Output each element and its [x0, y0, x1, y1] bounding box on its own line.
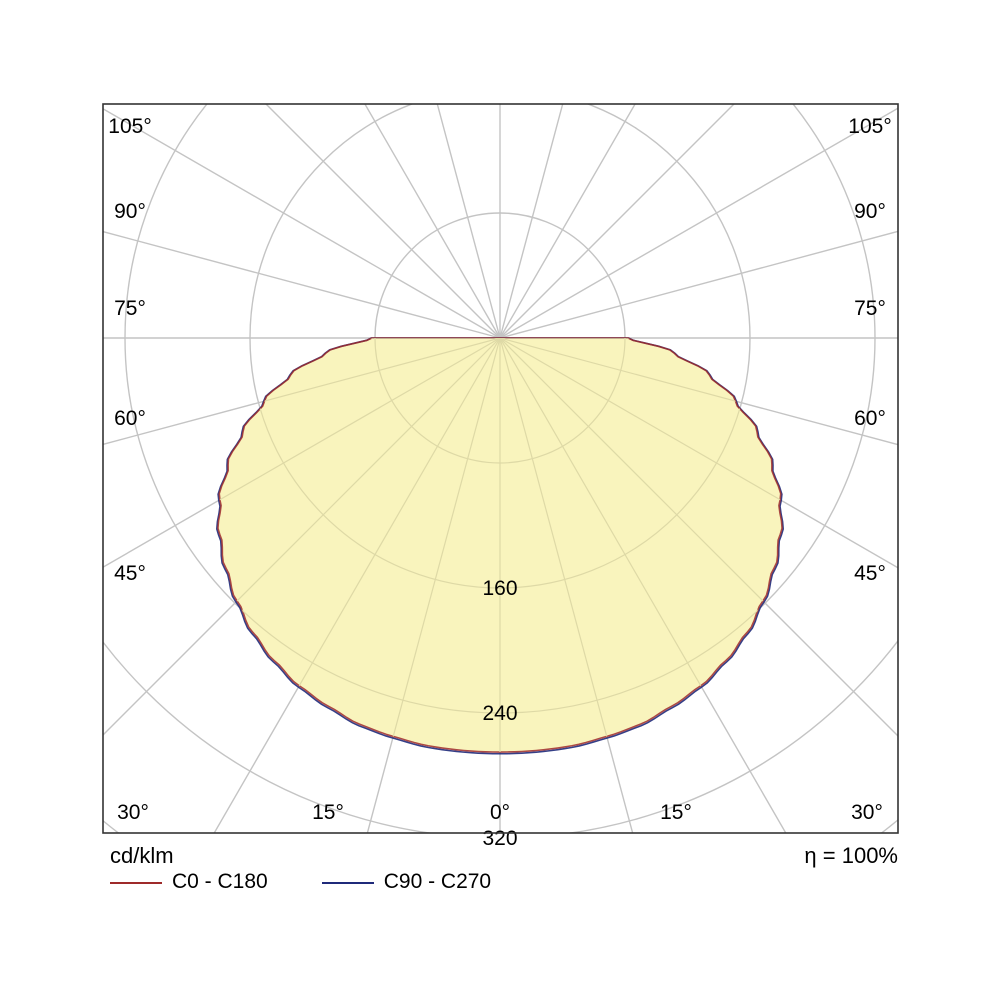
angle-label-right-45: 45° — [854, 562, 886, 585]
angle-label-right-90: 90° — [854, 200, 886, 223]
angle-label-right-30: 30° — [851, 801, 883, 824]
distribution-curves — [215, 337, 785, 755]
angle-label-right-15: 15° — [660, 801, 692, 824]
angle-label-left-60: 60° — [114, 407, 146, 430]
angle-label-center-0: 0° — [490, 801, 510, 824]
angle-label-right-75: 75° — [854, 297, 886, 320]
angle-label-left-75: 75° — [114, 297, 146, 320]
angle-label-right-60: 60° — [854, 407, 886, 430]
radial-label-160: 160 — [482, 577, 517, 600]
angle-label-left-15: 15° — [312, 801, 344, 824]
plot-frame — [102, 103, 899, 834]
angle-label-left-105: 105° — [108, 115, 151, 138]
angle-label-left-45: 45° — [114, 562, 146, 585]
angle-label-left-30: 30° — [117, 801, 149, 824]
angle-label-left-90: 90° — [114, 200, 146, 223]
radial-label-320: 320 — [482, 827, 517, 850]
angle-label-right-105: 105° — [848, 115, 891, 138]
axis-labels: 45° 45° 60° 60° 75° 75° 90° 90° 105° 105° 30° 30° 15… — [108, 115, 891, 850]
radial-label-240: 240 — [482, 702, 517, 725]
